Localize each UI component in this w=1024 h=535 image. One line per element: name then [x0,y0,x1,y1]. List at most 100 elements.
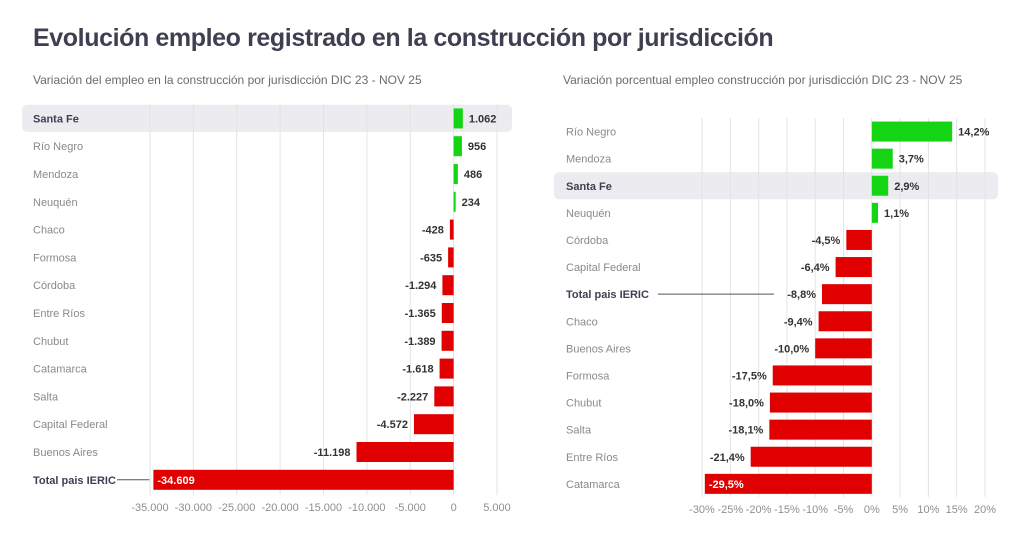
value-label-santa-fe: 2,9% [894,181,919,193]
x-tick-label: -30.000 [175,502,212,514]
value-label-neuquen: 234 [462,197,481,209]
value-label-total-pais-ieric: -8,8% [787,289,816,301]
value-label-mendoza: 3,7% [899,154,924,166]
bar-rio-negro [871,121,953,142]
category-label-buenos-aires: Buenos Aires [33,447,98,459]
bar-santa-fe [871,175,889,196]
bar-cordoba [442,275,454,296]
category-label-mendoza: Mendoza [566,154,612,166]
bar-mendoza [871,148,893,169]
category-label-formosa: Formosa [566,370,610,382]
bar-santa-fe [453,108,463,129]
x-tick-label: -10.000 [348,502,385,514]
category-label-entre-rios: Entre Ríos [33,308,85,320]
left-chart-subtitle: Variación del empleo en la construcción … [33,73,422,87]
category-label-santa-fe: Santa Fe [566,181,612,193]
value-label-formosa: -17,5% [732,370,767,382]
category-label-chaco: Chaco [33,225,65,237]
value-label-neuquen: 1,1% [884,208,909,220]
category-label-salta: Salta [33,391,59,403]
bar-salta [434,386,454,407]
category-label-buenos-aires: Buenos Aires [566,343,631,355]
x-tick-label: -15% [774,504,800,516]
x-tick-label: 0 [451,502,457,514]
category-label-salta: Salta [566,425,592,437]
bar-total-pais-ieric [153,469,454,490]
bar-catamarca [704,473,872,494]
bar-entre-rios [441,303,454,323]
value-label-rio-negro: 956 [468,141,486,153]
value-label-total-pais-ieric: -34.609 [157,475,194,487]
value-label-chaco: -428 [422,225,444,237]
category-label-rio-negro: Río Negro [33,141,83,153]
category-label-cordoba: Córdoba [33,280,76,292]
category-label-catamarca: Catamarca [566,479,621,491]
value-label-catamarca: -29,5% [709,479,744,491]
category-label-total-pais-ieric: Total pais IERIC [566,289,649,301]
x-tick-label: -30% [689,504,715,516]
category-label-chubut: Chubut [33,336,68,348]
category-label-rio-negro: Río Negro [566,127,616,139]
value-label-entre-rios: -1.365 [405,308,436,320]
category-label-santa-fe: Santa Fe [33,113,79,125]
bar-capital-federal [835,257,872,278]
value-label-santa-fe: 1.062 [469,113,497,125]
category-label-neuquen: Neuquén [33,197,78,209]
bar-cordoba [846,229,872,250]
category-label-capital-federal: Capital Federal [566,262,641,274]
value-label-capital-federal: -6,4% [801,262,830,274]
x-tick-label: 15% [946,504,968,516]
value-label-salta: -18,1% [728,425,763,437]
x-tick-label: -25% [717,504,743,516]
bar-formosa [772,365,872,386]
category-label-formosa: Formosa [33,252,77,264]
x-tick-label: 20% [974,504,996,516]
category-label-chaco: Chaco [566,316,598,328]
category-label-mendoza: Mendoza [33,169,79,181]
bar-chaco [449,219,454,240]
bar-neuquen [453,191,456,212]
value-label-chubut: -18,0% [729,398,764,410]
bar-buenos-aires [815,338,872,359]
page-title: Evolución empleo registrado en la constr… [33,24,774,52]
bar-capital-federal [413,414,454,435]
category-label-chubut: Chubut [566,398,601,410]
value-label-mendoza: 486 [464,169,482,181]
x-tick-label: 10% [917,504,939,516]
value-label-buenos-aires: -11.198 [314,447,351,459]
x-tick-label: 5% [892,504,908,516]
category-label-neuquen: Neuquén [566,208,611,220]
bar-chubut [769,392,872,413]
category-label-entre-rios: Entre Ríos [566,452,618,464]
category-label-total-pais-ieric: Total pais IERIC [33,475,116,487]
value-label-cordoba: -1.294 [405,280,437,292]
bar-catamarca [439,358,454,379]
category-label-catamarca: Catamarca [33,364,88,376]
bar-salta [769,419,872,440]
bar-mendoza [453,164,458,184]
x-tick-label: -25.000 [218,502,255,514]
right-chart-percent-variation: -30% -25% -20% -15% -10% -5% 0% 5% 10% 15% 20% Río … [554,118,998,516]
value-label-chaco: -9,4% [784,316,813,328]
x-tick-label: -10% [802,504,828,516]
value-label-chubut: -1.389 [404,336,435,348]
x-tick-label: -15.000 [305,502,342,514]
value-label-buenos-aires: -10,0% [774,343,809,355]
x-tick-label: -20.000 [261,502,298,514]
value-label-capital-federal: -4.572 [377,419,408,431]
value-label-rio-negro: 14,2% [958,127,989,139]
value-label-formosa: -635 [420,252,442,264]
bar-buenos-aires [356,442,454,462]
x-tick-label: -5% [834,504,854,516]
category-label-cordoba: Córdoba [566,235,609,247]
bar-chubut [441,330,454,351]
value-label-salta: -2.227 [397,391,428,403]
bar-entre-rios [750,446,872,467]
category-label-capital-federal: Capital Federal [33,419,108,431]
left-chart-absolute-variation: -35.000 -30.000 -25.000 -20.000 -15.000 -10.0… [22,104,512,514]
highlight-band-santa-fe [22,104,512,132]
right-chart-subtitle: Variación porcentual empleo construcción… [563,73,963,87]
value-label-cordoba: -4,5% [812,235,841,247]
x-tick-label: -20% [746,504,772,516]
